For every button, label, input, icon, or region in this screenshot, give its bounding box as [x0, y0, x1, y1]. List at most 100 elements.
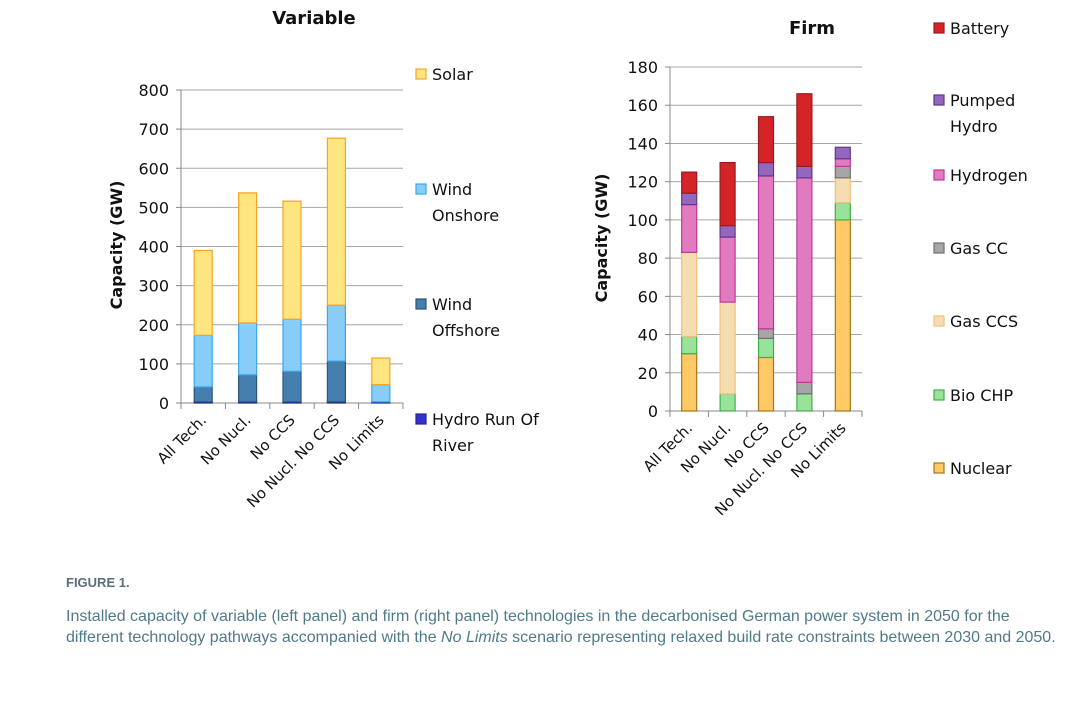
y-tick-label: 100: [138, 355, 169, 374]
legend-label: Pumped Hydro: [950, 91, 1015, 136]
caption-text-2: scenario representing relaxed build rate…: [507, 629, 1056, 646]
bar-segment-gas-cc: [834, 165, 851, 179]
bar-segment-wind-onshore: [371, 384, 391, 403]
bar-segment-wind-offshore: [238, 374, 258, 403]
legend-label-line: Battery: [950, 19, 1009, 38]
bar-segment-nuclear: [681, 353, 698, 412]
legend-swatch: [415, 298, 427, 310]
bar-segment-bio-chp: [757, 337, 775, 359]
caption-italic: No Limits: [441, 629, 508, 646]
bar-segment-hydrogen: [719, 236, 736, 303]
chart-title: Firm: [789, 18, 835, 39]
bar-segment-bio-chp: [681, 335, 698, 355]
legend-label-line: Hydro Run Of: [432, 410, 539, 429]
y-tick-label: 100: [627, 211, 658, 230]
legend-label-line: Hydrogen: [950, 166, 1028, 185]
y-axis-label: Capacity (GW): [592, 174, 611, 303]
legend-label: Hydrogen: [950, 166, 1028, 185]
bar-segment-bio-chp: [796, 393, 813, 412]
bar-segment-wind-offshore: [193, 386, 213, 403]
bar-segment-nuclear: [834, 219, 851, 412]
bar-segment-battery: [681, 171, 698, 194]
legend-swatch: [933, 462, 945, 474]
y-tick-label: 20: [638, 364, 658, 383]
bar-segment-hydrogen: [834, 158, 851, 167]
y-tick-label: 700: [138, 120, 169, 139]
legend-label-line: Onshore: [432, 206, 499, 225]
legend-swatch: [933, 22, 945, 34]
y-tick-label: 120: [627, 173, 658, 192]
legend-label-line: Nuclear: [950, 459, 1012, 478]
legend-swatch: [933, 94, 945, 106]
bar-segment-hydrogen: [757, 175, 775, 330]
y-tick-label: 400: [138, 238, 169, 257]
bar-segment-solar: [371, 357, 391, 386]
bar-segment-pumped-hydro: [757, 161, 775, 177]
legend-label-line: Hydro: [950, 117, 998, 136]
caption-text-1: Installed capacity of variable (left pan…: [66, 608, 1010, 646]
y-tick-label: 0: [159, 394, 169, 413]
chart-title: Variable: [272, 8, 356, 29]
y-tick-label: 140: [627, 134, 658, 153]
legend-label: Wind Onshore: [432, 180, 499, 225]
figure-caption: Installed capacity of variable (left pan…: [66, 606, 1056, 648]
bar-segment-nuclear: [757, 356, 775, 412]
bar-segment-battery: [796, 93, 813, 167]
bar-segment-battery: [757, 116, 775, 164]
legend-label: Solar: [432, 65, 473, 84]
y-tick-label: 160: [627, 96, 658, 115]
legend-label: Gas CCS: [950, 312, 1018, 331]
y-tick-label: 180: [627, 58, 658, 77]
bar-segment-gas-cc: [796, 381, 813, 395]
legend-swatch: [933, 389, 945, 401]
y-tick-label: 800: [138, 81, 169, 100]
bar-segment-gas-cc: [757, 328, 775, 339]
legend-label-line: River: [432, 436, 474, 455]
legend-label-line: Wind: [432, 295, 472, 314]
legend-label: Wind Offshore: [432, 295, 500, 340]
bar-segment-wind-onshore: [238, 322, 258, 376]
legend-label-line: Offshore: [432, 321, 500, 340]
bar-segment-wind-offshore: [282, 370, 302, 403]
bar-segment-wind-onshore: [193, 334, 213, 388]
bar-segment-gas-ccs: [834, 177, 851, 204]
legend-label: Bio CHP: [950, 386, 1014, 405]
legend-label-line: Wind: [432, 180, 472, 199]
legend-label-line: Pumped: [950, 91, 1015, 110]
y-tick-label: 80: [638, 249, 658, 268]
legend-swatch: [933, 169, 945, 181]
legend-swatch: [415, 68, 427, 80]
y-tick-label: 600: [138, 159, 169, 178]
bar-segment-pumped-hydro: [796, 165, 813, 179]
legend-label: Battery: [950, 19, 1009, 38]
legend-label-line: Bio CHP: [950, 386, 1014, 405]
bar-segment-pumped-hydro: [834, 146, 851, 160]
y-axis-label: Capacity (GW): [107, 181, 126, 310]
legend-swatch: [415, 183, 427, 195]
legend-label-line: Solar: [432, 65, 473, 84]
legend-swatch: [415, 413, 427, 425]
y-tick-label: 500: [138, 198, 169, 217]
bar-segment-wind-onshore: [282, 318, 302, 372]
bar-segment-solar: [282, 200, 302, 320]
bar-segment-battery: [719, 161, 736, 227]
bar-segment-solar: [326, 137, 346, 306]
y-tick-label: 60: [638, 287, 658, 306]
bar-segment-gas-ccs: [719, 301, 736, 395]
bar-segment-bio-chp: [719, 393, 736, 412]
bar-segment-wind-onshore: [326, 304, 346, 362]
bar-segment-gas-ccs: [681, 251, 698, 338]
y-tick-label: 0: [648, 402, 658, 421]
y-tick-label: 300: [138, 277, 169, 296]
bar-segment-solar: [238, 192, 258, 324]
legend-swatch: [933, 242, 945, 254]
legend-label-line: Gas CCS: [950, 312, 1018, 331]
bar-segment-wind-offshore: [326, 360, 346, 403]
bar-segment-hydrogen: [796, 177, 813, 383]
bar-segment-bio-chp: [834, 202, 851, 221]
y-tick-label: 40: [638, 326, 658, 345]
legend-label: Gas CC: [950, 239, 1008, 258]
legend-label: Hydro Run Of River: [432, 410, 539, 455]
